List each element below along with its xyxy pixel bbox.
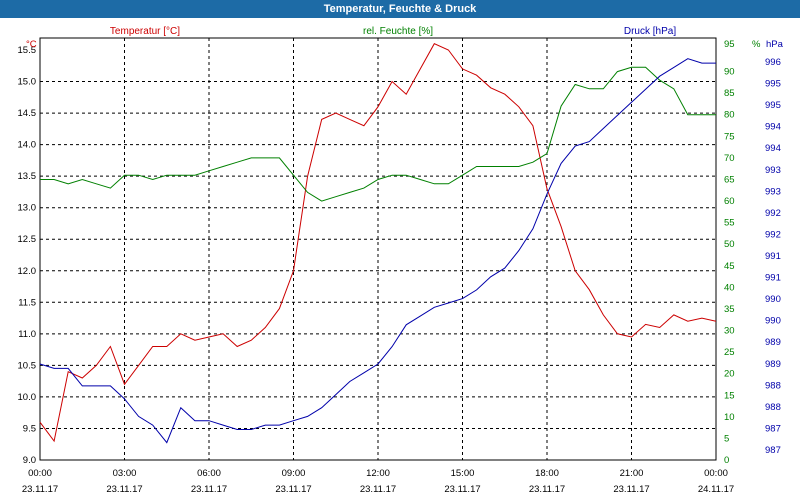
pressure-tick-label: 990 bbox=[765, 316, 781, 327]
x-date-label: 23.11.17 bbox=[191, 484, 227, 495]
x-time-label: 09:00 bbox=[282, 468, 306, 479]
humidity-tick-label: 75 bbox=[724, 131, 735, 142]
temperature-tick-label: 14.0 bbox=[18, 140, 37, 151]
pressure-unit: hPa bbox=[766, 39, 784, 50]
pressure-tick-label: 995 bbox=[765, 100, 781, 111]
humidity-tick-label: 55 bbox=[724, 218, 735, 229]
temperature-tick-label: 11.5 bbox=[18, 297, 36, 308]
pressure-tick-label: 994 bbox=[765, 122, 781, 133]
x-date-label: 23.11.17 bbox=[106, 484, 142, 495]
temperature-tick-label: 9.5 bbox=[23, 423, 36, 434]
pressure-tick-label: 993 bbox=[765, 165, 781, 176]
series-lines bbox=[39, 43, 717, 444]
pressure-tick-label: 987 bbox=[765, 423, 781, 434]
pressure-tick-label: 995 bbox=[765, 79, 781, 90]
temperature-tick-label: 15.0 bbox=[18, 77, 37, 88]
humidity-tick-label: 0 bbox=[724, 455, 729, 466]
x-time-label: 21:00 bbox=[620, 468, 644, 479]
humidity-tick-label: 25 bbox=[724, 347, 735, 358]
pressure-tick-label: 988 bbox=[765, 380, 781, 391]
temperature-tick-label: 13.5 bbox=[18, 171, 37, 182]
chart-title: Temperatur, Feuchte & Druck bbox=[0, 0, 800, 18]
humidity-tick-label: 40 bbox=[724, 282, 735, 293]
x-date-label: 23.11.17 bbox=[613, 484, 649, 495]
pressure-tick-label: 994 bbox=[765, 143, 781, 154]
pressure-tick-label: 992 bbox=[765, 229, 781, 240]
pressure-tick-label: 992 bbox=[765, 208, 781, 219]
temperature-tick-label: 10.0 bbox=[18, 392, 37, 403]
humidity-tick-label: 5 bbox=[724, 433, 729, 444]
x-time-label: 03:00 bbox=[113, 468, 137, 479]
x-time-label: 12:00 bbox=[366, 468, 390, 479]
humidity-tick-label: 90 bbox=[724, 67, 735, 78]
axis-units: °C 95 hPa bbox=[26, 39, 784, 50]
x-time-label: 15:00 bbox=[451, 468, 475, 479]
pressure-tick-label: 989 bbox=[765, 337, 781, 348]
pressure-tick-label: 989 bbox=[765, 359, 781, 370]
pressure-tick-label: 990 bbox=[765, 294, 781, 305]
x-date-label: 23.11.17 bbox=[22, 484, 58, 495]
humidity-tick-label: 80 bbox=[724, 110, 735, 121]
humidity-tick-label: 35 bbox=[724, 304, 735, 315]
humidity-tick-label: 70 bbox=[724, 153, 735, 164]
pressure-tick-label: 991 bbox=[765, 273, 781, 284]
humidity-tick-label: 20 bbox=[724, 369, 735, 380]
grid bbox=[40, 38, 716, 460]
humidity-tick-label: 50 bbox=[724, 239, 735, 250]
temperature-tick-label: 12.0 bbox=[18, 266, 37, 277]
x-time-label: 06:00 bbox=[197, 468, 221, 479]
x-date-label: 23.11.17 bbox=[275, 484, 311, 495]
x-date-label: 24.11.17 bbox=[698, 484, 734, 495]
series-line-humidity bbox=[40, 66, 716, 202]
temperature-tick-label: 9.0 bbox=[23, 455, 36, 466]
series-line-pressure bbox=[39, 58, 716, 444]
pressure-tick-label: 991 bbox=[765, 251, 781, 262]
temperature-unit: °C bbox=[26, 39, 37, 50]
x-date-label: 23.11.17 bbox=[529, 484, 565, 495]
temperature-tick-label: 11.0 bbox=[18, 329, 36, 340]
legend-pressure: Druck [hPa] bbox=[624, 26, 676, 37]
humidity-tick-label: 60 bbox=[724, 196, 735, 207]
humidity-unit-top: 95 bbox=[724, 39, 735, 50]
humidity-tick-label: 45 bbox=[724, 261, 735, 272]
pressure-tick-label: 993 bbox=[765, 186, 781, 197]
temperature-tick-label: 12.5 bbox=[18, 234, 37, 245]
humidity-tick-label: 10 bbox=[724, 412, 735, 423]
pressure-tick-label: 996 bbox=[765, 57, 781, 68]
temperature-tick-label: 10.5 bbox=[18, 360, 37, 371]
pressure-tick-label: 988 bbox=[765, 402, 781, 413]
humidity-tick-label: 65 bbox=[724, 174, 735, 185]
x-date-label: 23.11.17 bbox=[360, 484, 396, 495]
pressure-tick-label: 987 bbox=[765, 445, 781, 456]
temperature-tick-label: 15.5 bbox=[18, 45, 37, 56]
temperature-tick-label: 13.0 bbox=[18, 203, 37, 214]
legend-temperature: Temperatur [°C] bbox=[110, 26, 180, 37]
x-date-label: 23.11.17 bbox=[444, 484, 480, 495]
humidity-tick-label: 30 bbox=[724, 326, 735, 337]
temperature-tick-label: 14.5 bbox=[18, 108, 37, 119]
humidity-tick-label: 85 bbox=[724, 88, 735, 99]
x-time-label: 00:00 bbox=[704, 468, 728, 479]
humidity-unit: % bbox=[752, 39, 761, 50]
x-time-label: 00:00 bbox=[28, 468, 52, 479]
axis-ticks: 15.5 15.0 14.5 14.0 13.5 13.0 12.5 12.0 11.5 11.0… bbox=[18, 39, 781, 495]
legend: Temperatur [°C] rel. Feuchte [%] Druck [… bbox=[110, 26, 676, 37]
series-line-temperature bbox=[39, 43, 717, 443]
humidity-tick-label: 15 bbox=[724, 390, 735, 401]
legend-humidity: rel. Feuchte [%] bbox=[363, 26, 433, 37]
x-time-label: 18:00 bbox=[535, 468, 559, 479]
